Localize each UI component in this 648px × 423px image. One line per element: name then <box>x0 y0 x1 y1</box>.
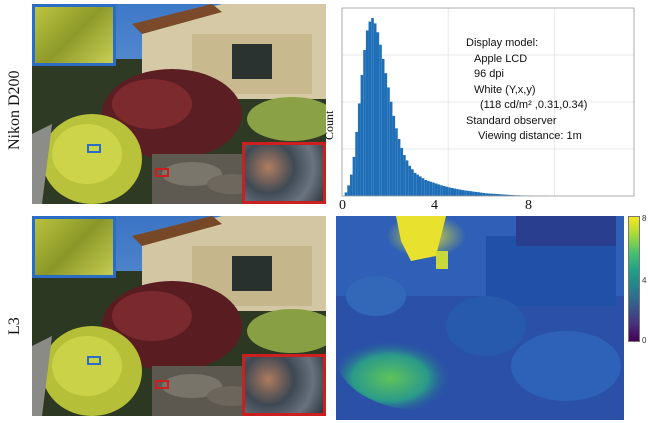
photo-nikon-d200 <box>32 4 326 204</box>
histogram-bar <box>395 128 398 196</box>
display-model-legend: Display model: Apple LCD 96 dpi White (Y… <box>466 36 587 145</box>
histogram-bars <box>344 18 550 197</box>
histogram-bar <box>488 193 491 196</box>
histogram-bar <box>344 192 348 196</box>
histogram-bar <box>450 187 454 196</box>
colorbar-tick: 4 <box>642 276 647 285</box>
histogram-bar <box>397 139 401 196</box>
histogram-bar <box>458 189 462 196</box>
legend-line: White (Y,x,y) <box>474 83 536 96</box>
histogram-bar <box>373 23 377 197</box>
histogram-bar <box>381 58 385 196</box>
histogram-bar <box>511 195 515 196</box>
histogram-bar <box>384 73 388 196</box>
row-label-nikon: Nikon D200 <box>6 70 23 150</box>
histogram-bar <box>387 87 390 196</box>
x-tick-label: 4 <box>431 198 438 213</box>
histogram-bar <box>448 187 451 196</box>
histogram-bar <box>357 103 361 196</box>
legend-line: (118 cd/m² ,0.31,0.34) <box>480 99 588 111</box>
histogram-bar <box>445 186 449 196</box>
histogram-bar <box>355 131 358 196</box>
histogram-bar <box>509 194 512 196</box>
histogram-bar <box>493 193 496 196</box>
rock-region-marker <box>155 380 169 389</box>
histogram-bar <box>392 115 396 196</box>
histogram-bar <box>501 194 504 196</box>
histogram-bar <box>371 18 374 196</box>
histogram-bar <box>347 185 350 196</box>
histogram-bar <box>389 101 393 196</box>
colorbar <box>628 216 640 342</box>
rock-region-marker <box>155 168 169 177</box>
garden-scene-top <box>32 4 326 204</box>
histogram-bar <box>429 181 433 196</box>
histogram-bar <box>365 30 369 197</box>
histogram-bar <box>453 188 457 196</box>
histogram-bar <box>424 179 427 196</box>
legend-line: Viewing distance: 1m <box>478 130 582 142</box>
photo-l3 <box>32 216 326 416</box>
histogram-bar <box>437 184 441 196</box>
histogram-bar <box>376 32 380 197</box>
legend-line: Display model: <box>466 37 539 49</box>
histogram-bar <box>379 44 382 197</box>
histogram-bar <box>421 178 425 196</box>
histogram-bar <box>360 74 364 196</box>
grass-detail-inset <box>32 4 116 66</box>
grass-detail-inset <box>32 216 116 278</box>
histogram-bar <box>426 180 430 196</box>
luminance-histogram <box>341 7 635 197</box>
histogram-bar <box>363 50 366 196</box>
grass-region-marker <box>87 356 101 365</box>
row-label-l3: L3 <box>6 317 23 335</box>
histogram-bar <box>368 21 372 197</box>
histogram-bar <box>456 189 459 196</box>
histogram-bar <box>442 186 446 196</box>
histogram-bar <box>495 194 499 196</box>
histogram-bar <box>413 172 417 196</box>
rock-detail-inset <box>242 142 326 204</box>
rock-detail-inset <box>242 354 326 416</box>
histogram-bar <box>469 191 473 196</box>
histogram-bar <box>477 192 481 196</box>
legend-line: Standard observer <box>466 114 557 127</box>
histogram-bar <box>434 183 438 196</box>
histogram-bar <box>480 192 483 196</box>
error-heatmap <box>336 216 624 420</box>
histogram-bar <box>416 174 419 196</box>
histogram-bar <box>403 155 406 196</box>
histogram-bar <box>440 185 443 196</box>
legend-line: Apple LCD <box>474 52 528 65</box>
histogram-y-label: Count <box>322 110 336 140</box>
heatmap-image <box>336 216 624 420</box>
histogram-bar <box>405 160 409 196</box>
histogram-bar <box>461 190 465 196</box>
colorbar-tick: 0 <box>642 336 647 345</box>
histogram-bar <box>474 191 478 196</box>
histogram-bar <box>482 192 486 196</box>
histogram-bar <box>503 194 507 196</box>
histogram-bar <box>418 176 422 196</box>
x-tick-label: 0 <box>339 198 346 213</box>
histogram-bar <box>485 193 488 196</box>
histogram-bar <box>408 165 412 196</box>
grass-region-marker <box>87 144 101 153</box>
histogram-bar <box>490 193 494 196</box>
histogram-bar <box>400 147 404 196</box>
colorbar-tick: 8 <box>642 214 647 223</box>
histogram-frame <box>341 7 635 197</box>
histogram-bar <box>432 182 435 196</box>
histogram-bar <box>352 156 356 196</box>
legend-line: 96 dpi <box>474 68 504 80</box>
x-tick-label: 8 <box>525 198 532 213</box>
histogram-bar <box>498 194 502 196</box>
histogram-bar <box>506 194 510 196</box>
histogram-bar <box>472 191 475 196</box>
histogram-bar <box>349 174 353 196</box>
histogram-bar <box>464 190 467 196</box>
histogram-bar <box>466 190 470 196</box>
histogram-bar <box>411 169 414 196</box>
